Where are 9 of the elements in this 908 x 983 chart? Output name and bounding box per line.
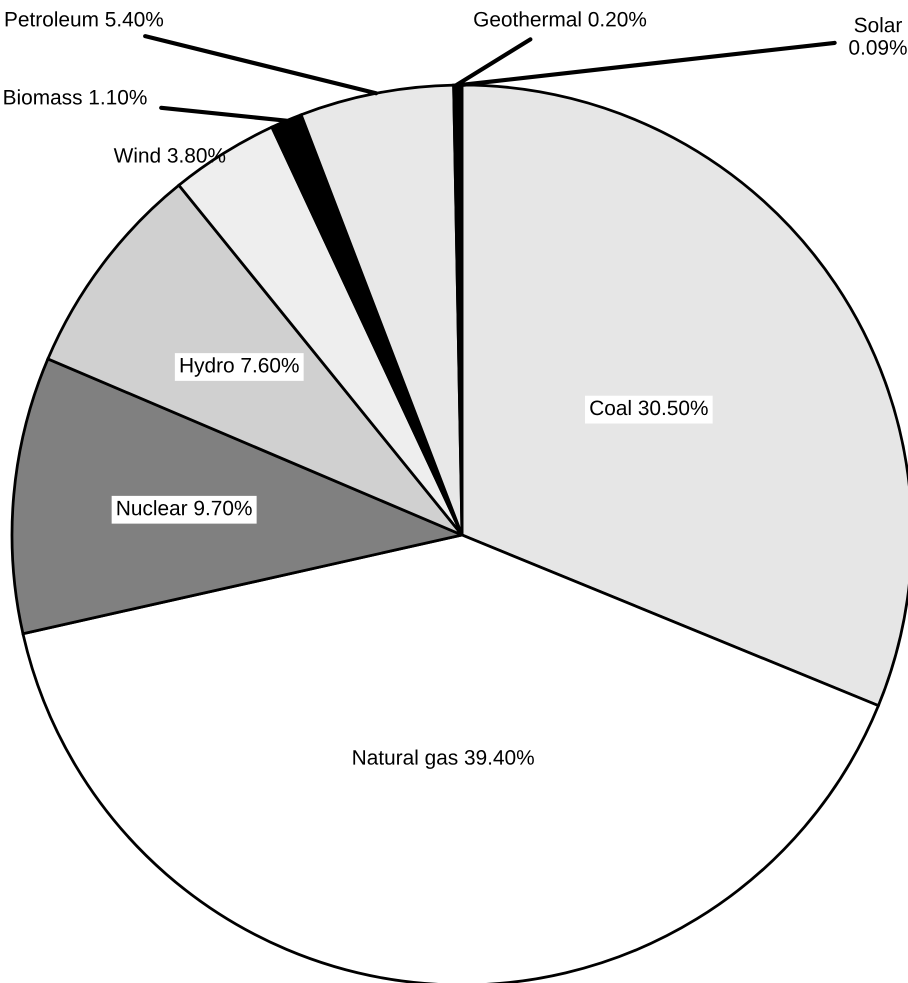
slice-label: Natural gas 39.40%	[353, 750, 534, 769]
slice-label: Solar	[854, 17, 902, 32]
slice-label: Biomass 1.10%	[4, 89, 147, 105]
slice-label: Geothermal 0.20%	[474, 11, 646, 27]
slice-label: Petroleum 5.40%	[6, 11, 164, 27]
data-label: 0.09%	[849, 40, 907, 55]
slice-label: Coal 30.50%	[590, 400, 708, 416]
slice-label: Nuclear 9.70%	[118, 500, 252, 516]
slice-label: Hydro 7.60%	[180, 357, 299, 377]
